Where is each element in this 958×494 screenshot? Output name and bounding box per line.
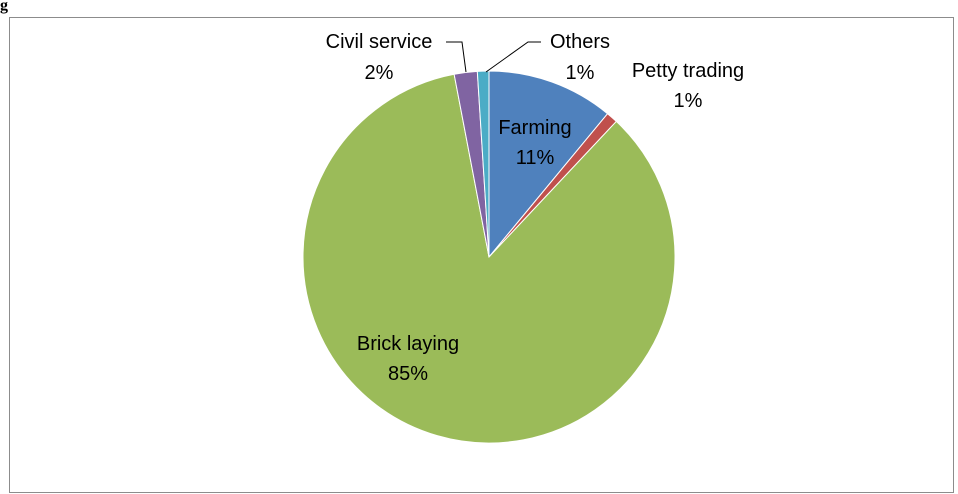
pie-slices: [302, 70, 676, 444]
label-civil-service: Civil service: [326, 31, 433, 53]
leader-line-civil-service: [446, 41, 467, 73]
label-brick-laying: Brick laying: [357, 333, 459, 355]
value-label-civil-service: 2%: [365, 62, 394, 84]
figure-caption: g: [0, 0, 8, 14]
value-label-brick-laying: 85%: [388, 363, 428, 385]
label-others: Others: [550, 31, 610, 53]
pie-slice-farming: [488, 70, 609, 259]
label-farming: Farming: [498, 117, 571, 139]
value-label-others: 1%: [566, 62, 595, 84]
pie-slice-brick-laying: [302, 73, 676, 444]
pie-slice-others: [476, 70, 490, 258]
leader-lines: [446, 41, 541, 73]
value-label-petty-trading: 1%: [674, 90, 703, 112]
label-petty-trading: Petty trading: [632, 60, 744, 82]
leader-line-others: [485, 41, 541, 73]
value-label-farming: 11%: [516, 147, 555, 169]
